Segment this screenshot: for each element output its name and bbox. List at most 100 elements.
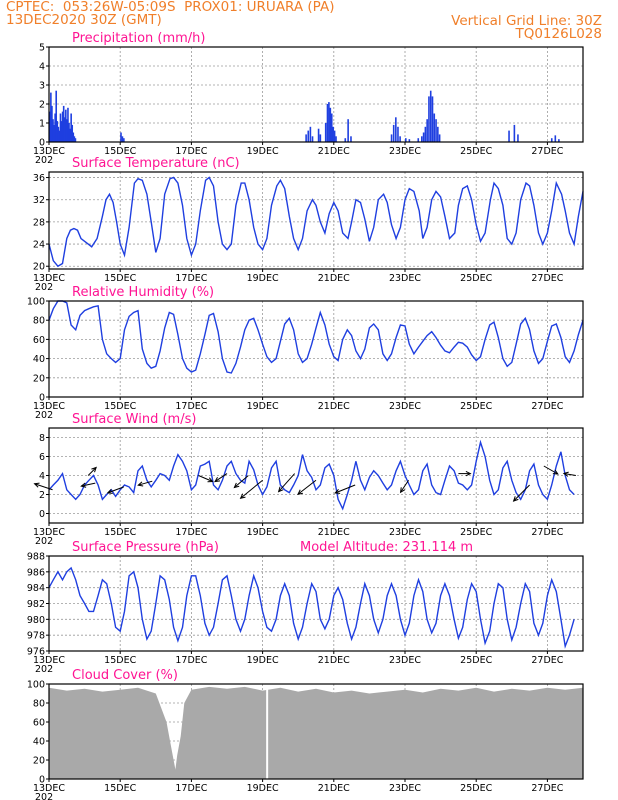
precip-bar [74, 138, 77, 142]
precip-bar [397, 126, 399, 142]
wind-arrow [81, 482, 96, 487]
temp-xtick-label: 19DEC [247, 273, 279, 284]
cloud-ytick-label: 20 [33, 756, 45, 767]
precip-xtick-label: 23DEC [389, 146, 421, 157]
wind-arrow [563, 473, 576, 476]
precip-bar [558, 139, 560, 142]
wind-arrow [334, 484, 356, 494]
wind-xtick-label: 17DEC [175, 527, 207, 538]
pressure-ytick-label: 976 [27, 647, 45, 658]
temp-panel: Surface Temperature (nC) 20 24 28 32 36 13DEC 1… [33, 156, 584, 293]
pressure-xtick-label: 17DEC [175, 655, 207, 666]
precip-bar [61, 111, 64, 142]
precip-bar [517, 134, 519, 142]
wind-arrow [400, 479, 409, 493]
precip-bar [319, 134, 322, 142]
rh-xtick-label: 15DEC [104, 401, 136, 412]
precip-bar [399, 136, 401, 142]
precip-xtick-label: 17DEC [175, 146, 207, 157]
wind-arrow [278, 473, 296, 492]
cloud-gap [266, 687, 269, 779]
wind-arrowhead [297, 489, 303, 495]
precip-bar [408, 139, 411, 142]
pressure-xtick-label: 19DEC [247, 655, 279, 666]
precip-bar [49, 111, 51, 142]
pressure-title: Surface Pressure (hPa) [72, 540, 219, 555]
rh-xtick-label: 23DEC [389, 401, 421, 412]
cloud-ytick-label: 0 [39, 775, 45, 786]
wind-arrow [240, 479, 263, 499]
wind-arrowhead [214, 477, 221, 483]
temp-year-stub: 202 [35, 282, 53, 293]
rh-year-stub: 202 [35, 410, 53, 421]
cloud-ytick-label: 60 [33, 718, 45, 729]
precip-bar [422, 132, 425, 142]
precip-bar [123, 138, 125, 142]
precip-title: Precipitation (mm/h) [72, 31, 205, 46]
temp-xtick-label: 21DEC [318, 273, 350, 284]
wind-arrow [87, 467, 97, 476]
precip-bar [350, 136, 352, 142]
precip-bar [437, 126, 439, 142]
precip-ytick-label: 2 [39, 100, 45, 111]
precip-bar [66, 119, 68, 142]
rh-panel: Relative Humidity (%) 0 20 40 60 80 100 13DEC 15… [27, 285, 584, 421]
rh-xtick-label: 21DEC [318, 401, 350, 412]
temp-xtick-label: 17DEC [175, 273, 207, 284]
wind-arrowhead [33, 482, 40, 488]
rh-xtick-label: 19DEC [247, 401, 279, 412]
precip-bar [326, 104, 329, 142]
rh-ytick-label: 40 [33, 354, 45, 365]
precip-bar [429, 90, 432, 142]
cloud-ytick-label: 80 [33, 699, 45, 710]
rh-ytick-label: 80 [33, 316, 45, 327]
precip-bar [433, 113, 436, 142]
wind-arrowhead [465, 470, 472, 477]
temp-title: Surface Temperature (nC) [72, 156, 240, 171]
cloud-xtick-label: 27DEC [531, 783, 563, 794]
wind-ytick-label: 2 [39, 490, 45, 501]
cloud-ytick-label: 40 [33, 737, 45, 748]
precip-bar [71, 124, 74, 142]
wind-xtick-label: 23DEC [389, 527, 421, 538]
precip-bar [332, 126, 334, 142]
rh-ytick-label: 20 [33, 373, 45, 384]
pressure-xtick-label: 21DEC [318, 655, 350, 666]
cloud-area [49, 686, 583, 779]
rh-ytick-label: 0 [39, 393, 45, 404]
wind-arrowhead [562, 471, 569, 477]
precip-bar [390, 134, 393, 142]
precip-bar [329, 107, 332, 142]
rh-series-line [48, 300, 584, 374]
precip-bar [307, 130, 310, 142]
precip-ytick-label: 4 [39, 62, 45, 73]
precip-bar [120, 132, 122, 142]
rh-xtick-label: 25DEC [460, 401, 492, 412]
cloud-frame [48, 683, 584, 780]
temp-xtick-label: 13DEC [33, 273, 65, 284]
wind-ytick-label: 4 [39, 471, 45, 482]
pressure-xtick-label: 15DEC [104, 655, 136, 666]
header-run-date: 13DEC2020 30Z (GMT) [6, 12, 162, 28]
precip-panel: Precipitation (mm/h) 0 1 2 3 4 5 13DEC 15DEC 17DE… [33, 31, 584, 166]
precip-bar [60, 121, 63, 142]
precip-bar [392, 124, 395, 142]
wind-arrowhead [137, 481, 144, 487]
precip-bar [69, 128, 71, 142]
wind-arrowhead [399, 487, 406, 494]
precip-bar [333, 130, 336, 142]
temp-ytick-label: 24 [33, 240, 45, 251]
precip-bar [52, 119, 54, 142]
precip-bar [55, 90, 58, 142]
precip-bar [395, 117, 397, 142]
wind-xtick-label: 15DEC [104, 527, 136, 538]
precip-bar [344, 138, 347, 142]
wind-arrowhead [277, 486, 284, 493]
header-grid-note: Vertical Grid Line: 30Z [451, 13, 602, 29]
temp-series-line [48, 176, 584, 268]
wind-arrowhead [106, 488, 113, 494]
wind-arrowhead [239, 493, 246, 499]
rh-xtick-label: 13DEC [33, 401, 65, 412]
cloud-year-stub: 202 [35, 792, 53, 800]
wind-xtick-label: 25DEC [460, 527, 492, 538]
